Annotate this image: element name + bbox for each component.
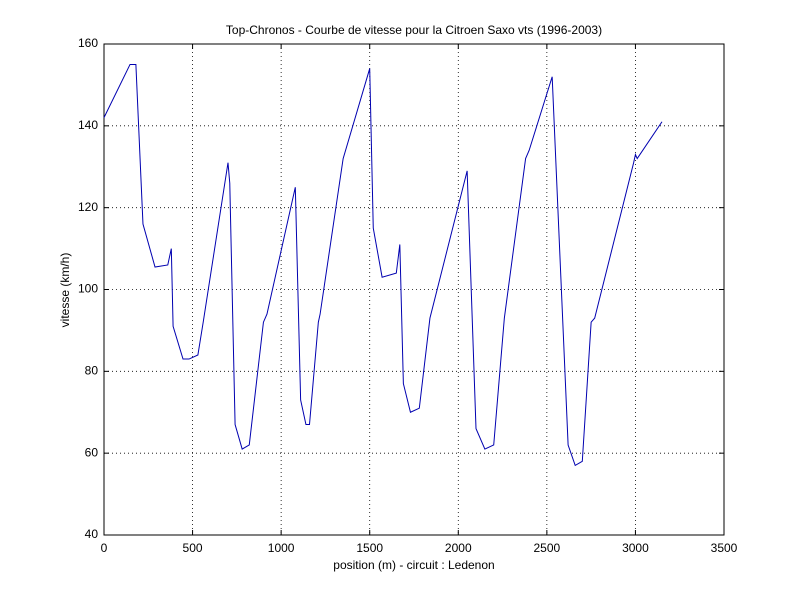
x-tick-label: 2500: [534, 541, 561, 555]
x-tick-label: 2000: [445, 541, 472, 555]
y-axis-label: vitesse (km/h): [58, 253, 72, 328]
speed-line: [103, 63, 663, 467]
x-tick-label: 1000: [268, 541, 295, 555]
x-tick-label: 1500: [356, 541, 383, 555]
x-axis-label: position (m) - circuit : Ledenon: [333, 558, 494, 572]
y-tick-label: 160: [78, 36, 98, 50]
chart-title: Top-Chronos - Courbe de vitesse pour la …: [226, 23, 602, 37]
y-tick-label: 40: [85, 527, 99, 541]
y-tick-label: 140: [78, 118, 98, 132]
x-tick-label: 3500: [711, 541, 738, 555]
x-tick-label: 500: [183, 541, 203, 555]
y-tick-label: 60: [85, 445, 99, 459]
y-tick-label: 120: [78, 200, 98, 214]
y-tick-label: 80: [85, 364, 99, 378]
y-tick-label: 100: [78, 282, 98, 296]
x-tick-label: 3000: [622, 541, 649, 555]
x-tick-label: 0: [101, 541, 108, 555]
